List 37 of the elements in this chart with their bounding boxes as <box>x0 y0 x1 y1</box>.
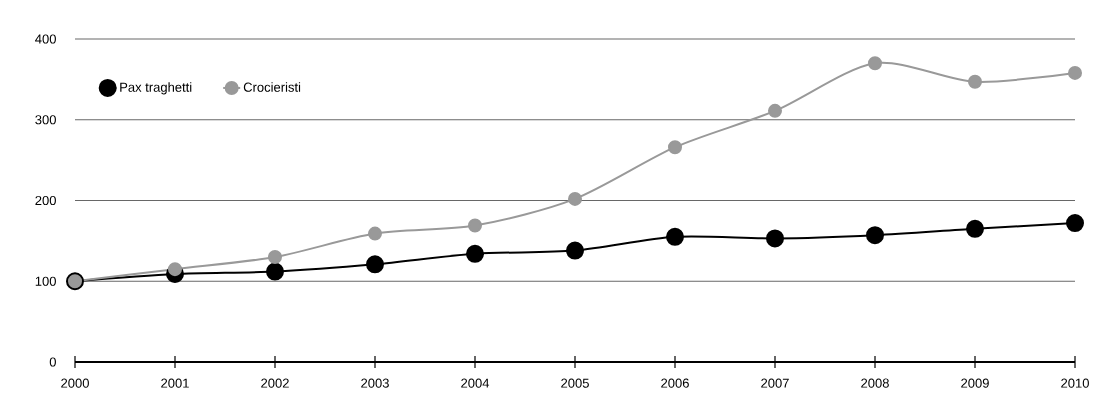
x-tick-label: 2009 <box>961 378 989 388</box>
point <box>268 250 282 265</box>
point <box>568 191 582 206</box>
x-tick-label: 2000 <box>61 378 89 388</box>
point <box>366 255 384 274</box>
x-tick-label: 2006 <box>661 378 689 388</box>
point <box>968 74 982 89</box>
point <box>768 103 782 118</box>
point <box>868 56 882 71</box>
point <box>1068 65 1082 80</box>
point <box>466 244 484 263</box>
legend-label: Pax traghetti <box>120 82 192 95</box>
x-tick-label: 2001 <box>161 378 189 388</box>
point <box>666 227 684 246</box>
x-tick-label: 2008 <box>861 378 889 388</box>
point <box>468 218 482 233</box>
point <box>668 140 682 155</box>
x-tick-label: 2007 <box>761 378 789 388</box>
y-tick-label: 400 <box>35 34 56 44</box>
point <box>966 219 984 238</box>
y-tick-label: 0 <box>49 357 56 367</box>
point <box>566 241 584 260</box>
point <box>766 229 784 248</box>
point <box>368 226 382 241</box>
x-tick-label: 2002 <box>261 378 289 388</box>
point <box>266 262 284 281</box>
x-tick-label: 2003 <box>361 378 389 388</box>
y-tick-label: 200 <box>35 195 56 206</box>
y-tick-label: 300 <box>35 115 56 125</box>
point <box>168 262 182 277</box>
point <box>1066 214 1084 233</box>
point <box>866 226 884 245</box>
legend-label: Crocieristi <box>243 82 301 92</box>
x-tick-label: 2005 <box>561 378 589 388</box>
x-tick-label: 2004 <box>461 378 490 388</box>
x-tick-label: 2010 <box>1061 378 1089 388</box>
y-tick-label: 100 <box>35 276 56 286</box>
